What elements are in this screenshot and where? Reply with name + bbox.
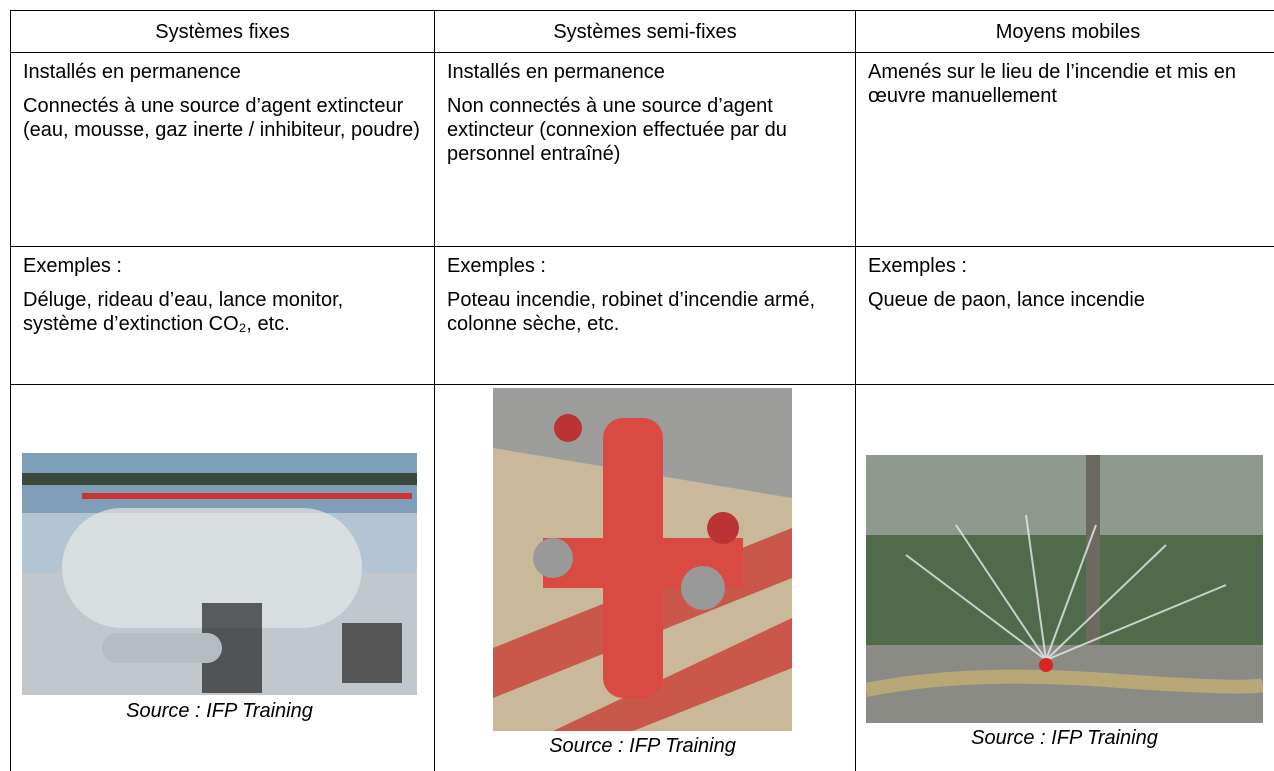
cell-text: Non connectés à une source d’agent extin… — [447, 95, 787, 165]
cell-text: Exemples : — [23, 255, 122, 277]
cell-text: Poteau incendie, robinet d’incendie armé… — [447, 289, 816, 335]
cell-text: Queue de paon, lance incendie — [868, 289, 1145, 311]
image-cell — [855, 384, 1274, 771]
image-caption: Source : IFP Training — [971, 727, 1158, 749]
cell-text: Installés en permanence — [447, 61, 665, 83]
cell-text: Déluge, rideau d’eau, lance monitor, sys… — [23, 289, 344, 335]
body-cell: Exemples : Poteau incendie, robinet d’inc… — [434, 246, 855, 384]
header-cell: Systèmes semi-fixes — [434, 10, 855, 52]
image-cell — [10, 384, 434, 771]
photo-deluge — [22, 453, 417, 695]
image-caption: Source : IFP Training — [126, 700, 313, 722]
cell-text: Installés en permanence — [23, 61, 241, 83]
cell-text: Amenés sur le lieu de l’incendie et mis … — [868, 61, 1236, 107]
image-cell — [434, 384, 855, 771]
body-cell: Exemples : Déluge, rideau d’eau, lance mo… — [10, 246, 434, 384]
cell-text: Connectés à une source d’agent extincteu… — [23, 95, 420, 141]
body-cell: Installés en permanence Non connectés à u… — [434, 52, 855, 246]
cell-text: Exemples : — [447, 255, 546, 277]
image-caption: Source : IFP Training — [549, 735, 736, 757]
header-cell: Moyens mobiles — [855, 10, 1274, 52]
body-cell: Exemples : Queue de paon, lance incendie — [855, 246, 1274, 384]
cell-text: Exemples : — [868, 255, 967, 277]
photo-hydrant — [493, 388, 792, 731]
body-cell: Installés en permanence Connectés à une s… — [10, 52, 434, 246]
header-cell: Systèmes fixes — [10, 10, 434, 52]
body-cell: Amenés sur le lieu de l’incendie et mis … — [855, 52, 1274, 246]
photo-sprinkler — [866, 455, 1263, 723]
